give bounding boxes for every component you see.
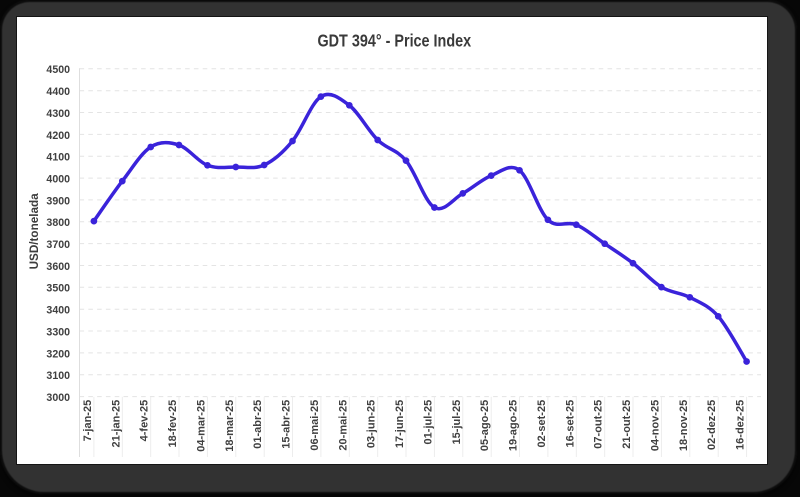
svg-text:03-jun-25: 03-jun-25 — [366, 400, 378, 448]
svg-text:18-mar-25: 18-mar-25 — [224, 400, 236, 452]
svg-text:3200: 3200 — [46, 348, 70, 360]
svg-text:3300: 3300 — [46, 326, 70, 338]
svg-text:01-abr-25: 01-abr-25 — [252, 400, 264, 449]
svg-text:GDT 394° - Price Index: GDT 394° - Price Index — [317, 31, 471, 51]
svg-text:16-set-25: 16-set-25 — [564, 400, 576, 448]
svg-text:3800: 3800 — [46, 217, 70, 229]
svg-text:02-dez-25: 02-dez-25 — [706, 400, 718, 450]
svg-text:4400: 4400 — [46, 86, 70, 98]
svg-text:15-abr-25: 15-abr-25 — [281, 400, 293, 449]
svg-text:18-fev-25: 18-fev-25 — [167, 400, 179, 448]
svg-text:04-nov-25: 04-nov-25 — [649, 400, 661, 451]
svg-text:USD/tonelada: USD/tonelada — [28, 193, 41, 269]
svg-text:04-mar-25: 04-mar-25 — [195, 400, 207, 452]
svg-text:7-jan-25: 7-jan-25 — [82, 400, 94, 442]
svg-text:3700: 3700 — [46, 239, 70, 251]
svg-text:4100: 4100 — [46, 152, 70, 164]
svg-text:05-ago-25: 05-ago-25 — [479, 400, 491, 451]
svg-text:07-out-25: 07-out-25 — [593, 400, 605, 449]
svg-text:3500: 3500 — [46, 283, 70, 295]
svg-text:3600: 3600 — [46, 261, 70, 273]
svg-text:06-mai-25: 06-mai-25 — [309, 400, 321, 451]
svg-text:17-jun-25: 17-jun-25 — [394, 400, 406, 448]
svg-text:16-dez-25: 16-dez-25 — [735, 400, 747, 450]
svg-text:01-jul-25: 01-jul-25 — [422, 400, 434, 445]
svg-text:4-fev-25: 4-fev-25 — [139, 400, 151, 442]
svg-text:3900: 3900 — [46, 195, 70, 207]
svg-text:15-jul-25: 15-jul-25 — [451, 400, 463, 445]
svg-text:4500: 4500 — [46, 64, 70, 76]
svg-text:3000: 3000 — [46, 392, 70, 404]
svg-text:18-nov-25: 18-nov-25 — [678, 400, 690, 451]
svg-text:02-set-25: 02-set-25 — [536, 400, 548, 448]
svg-text:21-jan-25: 21-jan-25 — [110, 400, 122, 448]
svg-text:4300: 4300 — [46, 108, 70, 120]
svg-text:4200: 4200 — [46, 130, 70, 142]
svg-text:3100: 3100 — [46, 370, 70, 382]
svg-text:3400: 3400 — [46, 305, 70, 317]
svg-text:21-out-25: 21-out-25 — [621, 400, 633, 449]
svg-text:4000: 4000 — [46, 174, 70, 186]
svg-text:20-mai-25: 20-mai-25 — [337, 400, 349, 451]
svg-text:19-ago-25: 19-ago-25 — [508, 400, 520, 451]
